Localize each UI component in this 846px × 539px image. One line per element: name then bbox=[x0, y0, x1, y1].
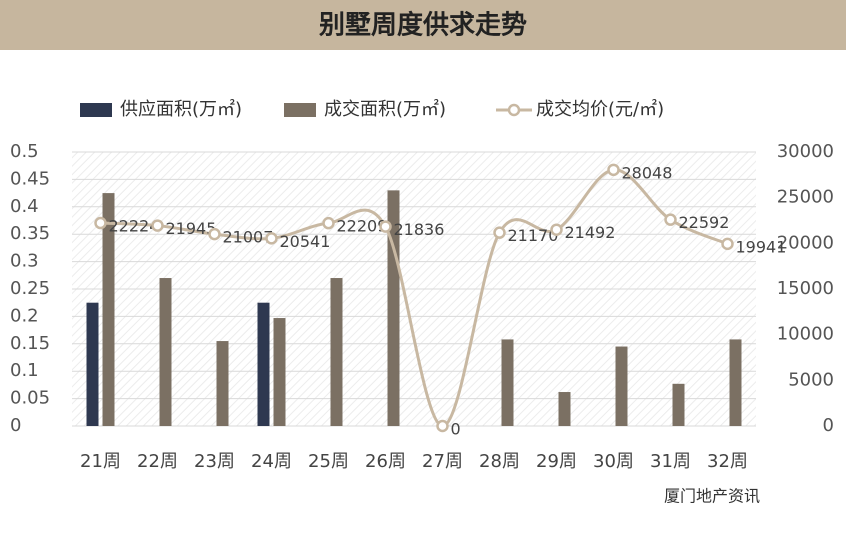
y-tick-label: 0.35 bbox=[10, 223, 50, 244]
line-marker bbox=[265, 232, 278, 245]
line-marker bbox=[607, 163, 620, 177]
x-tick-label: 27周 bbox=[422, 451, 463, 472]
bar bbox=[729, 339, 742, 426]
x-tick-label: 22周 bbox=[137, 451, 178, 472]
y2-tick-label: 0 bbox=[823, 415, 834, 436]
y-tick-label: 0.4 bbox=[10, 196, 39, 217]
y-tick-label: 0.15 bbox=[10, 333, 50, 354]
y-tick-label: 0.2 bbox=[10, 305, 39, 326]
legend-label: 成交面积(万㎡) bbox=[324, 98, 446, 120]
data-label: 0 bbox=[451, 420, 461, 439]
line-marker bbox=[208, 227, 221, 241]
chart-title: 别墅周度供求走势 bbox=[318, 10, 527, 41]
line-marker bbox=[493, 226, 506, 239]
line-marker bbox=[151, 219, 164, 232]
bar bbox=[387, 190, 400, 426]
x-tick-label: 26周 bbox=[365, 451, 406, 472]
y2-tick-label: 5000 bbox=[788, 369, 834, 390]
x-tick-label: 29周 bbox=[536, 451, 577, 472]
bar bbox=[558, 392, 571, 426]
y-tick-label: 0.25 bbox=[10, 278, 50, 299]
data-label: 28048 bbox=[622, 163, 673, 182]
line-marker bbox=[550, 223, 563, 236]
line-marker bbox=[379, 220, 392, 233]
y-tick-label: 0.3 bbox=[10, 251, 39, 272]
x-tick-label: 24周 bbox=[251, 451, 292, 472]
x-tick-label: 31周 bbox=[650, 451, 691, 472]
data-label: 21170 bbox=[508, 226, 559, 245]
y-tick-label: 0.5 bbox=[10, 141, 39, 162]
line-marker bbox=[94, 216, 107, 230]
data-label: 21492 bbox=[565, 223, 616, 242]
legend-label: 供应面积(万㎡) bbox=[120, 98, 242, 120]
line-marker bbox=[322, 216, 335, 230]
x-tick-label: 30周 bbox=[593, 451, 634, 472]
x-tick-label: 23周 bbox=[194, 451, 235, 472]
x-tick-label: 25周 bbox=[308, 451, 349, 472]
line-marker bbox=[721, 237, 734, 251]
y2-tick-label: 25000 bbox=[777, 187, 834, 208]
bar bbox=[330, 278, 343, 426]
x-tick-label: 21周 bbox=[80, 451, 121, 472]
watermark: 厦门地产资讯 bbox=[664, 487, 760, 506]
y-tick-label: 0.1 bbox=[10, 360, 39, 381]
data-label: 21836 bbox=[394, 220, 445, 239]
legend-label: 成交均价(元/㎡) bbox=[536, 98, 664, 120]
y-tick-label: 0 bbox=[10, 415, 21, 436]
data-label: 20541 bbox=[280, 232, 331, 251]
data-label: 22209 bbox=[337, 217, 388, 236]
data-label: 21945 bbox=[166, 219, 217, 238]
bar bbox=[501, 339, 514, 426]
y-tick-label: 0.45 bbox=[10, 168, 50, 189]
data-label: 19941 bbox=[736, 237, 787, 256]
y2-tick-label: 30000 bbox=[777, 141, 834, 162]
bar bbox=[159, 278, 172, 426]
bar bbox=[615, 346, 628, 426]
bar bbox=[273, 318, 286, 426]
y2-tick-label: 20000 bbox=[777, 232, 834, 253]
bar bbox=[672, 383, 685, 426]
legend-swatch bbox=[80, 103, 112, 117]
line-marker bbox=[436, 419, 449, 433]
data-label: 21007 bbox=[223, 228, 274, 247]
bar bbox=[86, 302, 99, 426]
y-tick-label: 0.05 bbox=[10, 388, 50, 409]
title-banner bbox=[0, 0, 846, 50]
legend-swatch bbox=[284, 103, 316, 117]
x-tick-label: 32周 bbox=[707, 451, 748, 472]
y2-tick-label: 15000 bbox=[777, 278, 834, 299]
bar bbox=[102, 193, 115, 426]
line-marker bbox=[664, 213, 677, 226]
y2-tick-label: 10000 bbox=[777, 324, 834, 345]
legend-swatch bbox=[507, 103, 521, 117]
bar bbox=[257, 302, 270, 426]
bar bbox=[216, 341, 229, 426]
data-label: 22592 bbox=[679, 213, 730, 232]
x-tick-label: 28周 bbox=[479, 451, 520, 472]
data-label: 22224 bbox=[109, 217, 160, 236]
